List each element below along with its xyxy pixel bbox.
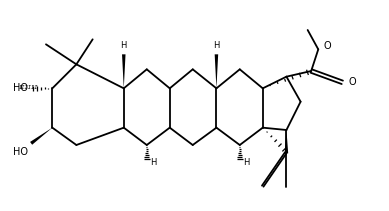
- Text: HO: HO: [13, 147, 28, 157]
- Text: HO: HO: [13, 83, 28, 93]
- Polygon shape: [122, 54, 126, 88]
- Polygon shape: [285, 130, 288, 153]
- Text: IIIIII: IIIIII: [19, 85, 38, 90]
- Polygon shape: [30, 128, 53, 145]
- Text: H: H: [121, 41, 127, 50]
- Text: H: H: [243, 158, 249, 167]
- Text: O: O: [323, 41, 331, 51]
- Polygon shape: [215, 54, 218, 88]
- Text: O: O: [348, 77, 356, 87]
- Text: H: H: [150, 158, 156, 167]
- Text: H: H: [213, 41, 220, 50]
